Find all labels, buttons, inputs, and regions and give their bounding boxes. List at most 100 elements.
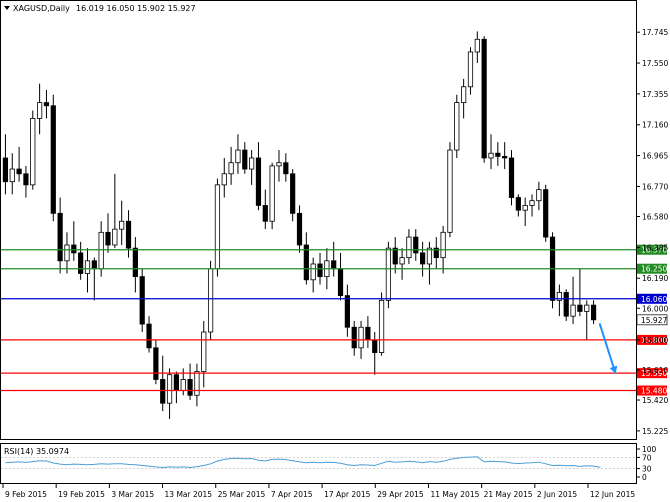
candle-body [351, 326, 357, 349]
candle-body [173, 374, 179, 391]
level-label: 16.060 [641, 295, 667, 304]
price-tick-label: 15.225 [642, 427, 668, 436]
level-badge [637, 263, 667, 274]
candle-body [474, 38, 480, 53]
time-tick-label: 3 Mar 2015 [111, 490, 154, 499]
candle-body [556, 292, 562, 301]
candle-body [160, 379, 166, 404]
candle-body [201, 331, 207, 372]
projection-arrow-head [609, 365, 618, 374]
candle-body [378, 299, 385, 353]
candle-body [50, 105, 56, 214]
candle-body [146, 323, 152, 349]
price-tick-label: 16.190 [642, 274, 668, 283]
candle-body [543, 189, 549, 238]
candle-body [317, 263, 323, 278]
level-label: 16.370 [641, 246, 667, 255]
candle-body [563, 292, 569, 317]
price-tick-label: 15.610 [642, 366, 668, 375]
price-tick-label: 16.000 [642, 304, 668, 313]
rsi-panel [0, 443, 637, 484]
price-tick-label: 16.770 [642, 182, 668, 191]
level-badge [637, 293, 667, 304]
candle-body [406, 236, 412, 259]
time-tick-label: 21 May 2015 [484, 490, 533, 499]
candle-body [488, 152, 494, 159]
candle-body [440, 231, 446, 259]
candle-body [112, 228, 118, 246]
candle-body [529, 200, 535, 206]
candle-body [132, 247, 138, 278]
candle-body [283, 162, 289, 175]
candle-body [276, 162, 282, 167]
candle-body [30, 118, 36, 186]
candle-body [57, 212, 63, 262]
candle-body [98, 231, 104, 270]
candle-body [522, 205, 528, 211]
candle-body [125, 220, 132, 249]
candle-body [235, 149, 241, 164]
candle-body [9, 168, 15, 183]
price-tick-label: 16.965 [642, 152, 668, 161]
time-tick-label: 7 Apr 2015 [271, 490, 313, 499]
candle-body [344, 295, 350, 328]
candle-body [570, 304, 576, 317]
candle-body [392, 247, 398, 265]
candle-body [433, 247, 439, 259]
candle-body [420, 252, 426, 265]
time-tick-label: 17 Apr 2015 [324, 490, 371, 499]
time-tick-label: 9 Feb 2015 [5, 490, 47, 499]
rsi-line [5, 456, 601, 469]
price-tick-label: 17.160 [642, 121, 668, 130]
time-tick-label: 19 Feb 2015 [58, 490, 105, 499]
candle-body [331, 260, 337, 270]
candle-body [153, 347, 159, 380]
candle-body [536, 189, 542, 202]
candle-body [242, 149, 248, 170]
level-label: 16.250 [641, 265, 667, 274]
current-price-badge [636, 314, 668, 326]
price-tick-label: 15.800 [642, 336, 668, 345]
candle-body [16, 168, 22, 175]
candle-body [426, 247, 433, 265]
projection-arrow-line [598, 323, 617, 374]
price-tick-label: 17.745 [642, 28, 668, 37]
candle-body [187, 379, 193, 396]
candle-body [365, 326, 371, 341]
level-label: 15.480 [641, 387, 667, 396]
chart-symbol: XAGUSD,Daily [13, 4, 70, 13]
candle-body [269, 165, 275, 222]
candle-body [481, 38, 487, 159]
time-tick-label: 25 Mar 2015 [218, 490, 266, 499]
candle-body [43, 102, 50, 107]
level-badge [637, 334, 667, 345]
price-tick-label: 17.355 [642, 90, 668, 99]
candle-body [372, 339, 378, 353]
candle-body [214, 184, 221, 270]
candle-body [502, 155, 508, 159]
price-tick-label: 15.420 [642, 396, 668, 405]
candle-body [495, 152, 501, 157]
candle-body [584, 304, 590, 312]
price-tick-label: 16.580 [642, 213, 668, 222]
candle-body [139, 276, 145, 325]
candle-body [180, 379, 186, 391]
candle-body [358, 326, 364, 349]
rsi-tick-label: 70 [642, 453, 652, 462]
candle-body [207, 268, 214, 333]
candle-body [515, 197, 521, 211]
candle-body [119, 220, 125, 230]
candle-body [508, 157, 515, 198]
time-tick-label: 2 Jun 2015 [537, 490, 578, 499]
candle-body [249, 157, 255, 170]
candle-body [23, 173, 29, 186]
time-tick-label: 13 Mar 2015 [165, 490, 213, 499]
candle-body [194, 371, 200, 396]
rsi-tick-label: 100 [642, 445, 657, 454]
collapse-triangle-icon[interactable] [4, 6, 10, 10]
rsi-tick-label: 0 [642, 473, 647, 482]
candle-body [91, 260, 97, 270]
candle-body [290, 173, 296, 214]
candle-body [447, 149, 453, 233]
